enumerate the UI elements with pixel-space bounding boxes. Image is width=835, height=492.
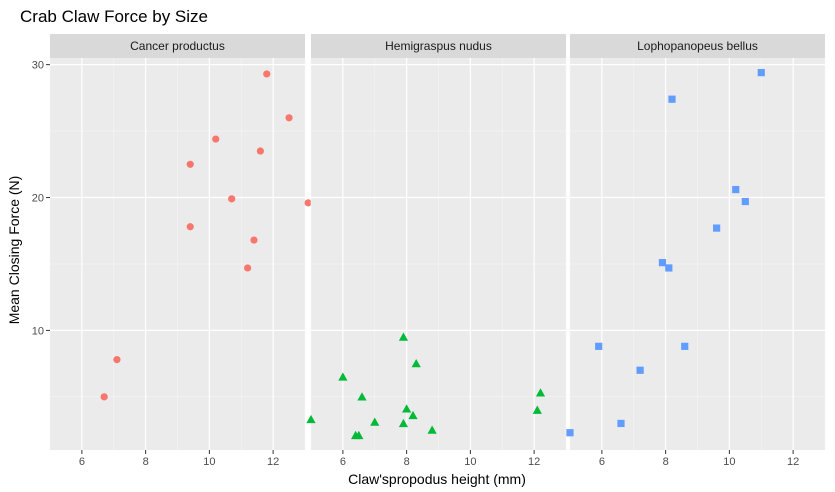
data-point — [250, 236, 258, 244]
x-tick-label: 6 — [340, 456, 346, 468]
x-tick-label: 6 — [79, 456, 85, 468]
y-tick-label: 20 — [32, 193, 44, 205]
data-point — [398, 418, 409, 428]
data-point — [668, 95, 676, 103]
facet-strip — [570, 34, 825, 58]
x-tick-label: 8 — [143, 456, 149, 468]
data-point — [113, 356, 121, 364]
y-axis-title: Mean Closing Force (N) — [6, 176, 22, 325]
facet-strip-label: Cancer productus — [130, 39, 225, 53]
panel-cancer-productus: Cancer productus 6 8 10 12 — [49, 34, 312, 468]
x-tick-label: 12 — [787, 456, 799, 468]
data-point — [357, 392, 367, 401]
facet-strip — [311, 34, 566, 58]
data-point — [535, 388, 546, 397]
facet-strip — [50, 34, 305, 58]
x-tick-label: 8 — [663, 456, 669, 468]
data-point — [408, 410, 418, 420]
data-point — [256, 147, 264, 155]
data-point — [658, 259, 667, 267]
data-point — [398, 332, 409, 341]
data-point — [228, 195, 236, 203]
x-tick-label: 10 — [723, 456, 735, 468]
data-point — [595, 342, 603, 350]
data-point — [306, 414, 316, 424]
y-axis: 10 20 30 — [32, 60, 50, 337]
x-tick-label: 8 — [404, 456, 410, 468]
data-point — [566, 429, 574, 437]
x-tick-label: 12 — [528, 456, 540, 468]
data-point — [402, 404, 412, 413]
y-tick-label: 30 — [32, 60, 44, 72]
chart-title: Crab Claw Force by Size — [20, 7, 208, 26]
data-point — [617, 419, 625, 428]
data-point — [244, 264, 252, 272]
facet-strip-label: Hemigraspus nudus — [385, 39, 492, 53]
data-point — [186, 223, 194, 231]
x-tick-label: 12 — [267, 456, 279, 468]
data-point — [757, 69, 765, 77]
data-point — [665, 264, 673, 272]
x-tick-label: 10 — [464, 456, 476, 468]
data-point — [427, 425, 437, 434]
y-tick-label: 10 — [32, 325, 44, 337]
data-point — [354, 430, 364, 440]
data-point — [285, 114, 293, 122]
data-point — [263, 70, 271, 78]
x-axis-title: Claw'spropodus height (mm) — [348, 471, 526, 487]
panel-lophopanopeus-bellus: Lophopanopeus bellus 6 8 10 12 — [566, 34, 826, 468]
panel-hemigraspus-nudus: Hemigraspus nudus 6 8 10 12 — [306, 34, 567, 468]
data-point — [741, 197, 749, 206]
x-tick-label: 10 — [203, 456, 215, 468]
data-point — [212, 135, 220, 143]
data-point — [338, 372, 348, 381]
panels-layer: Cancer productus 6 8 10 12 Hemigraspus nudus 6… — [49, 34, 826, 468]
data-point — [370, 417, 380, 426]
data-point — [411, 359, 421, 368]
data-point — [532, 405, 542, 414]
data-point — [304, 199, 312, 207]
x-tick-label: 6 — [599, 456, 605, 468]
facet-strip-label: Lophopanopeus bellus — [637, 39, 758, 53]
data-point — [732, 185, 740, 194]
data-point — [713, 224, 721, 232]
data-point — [636, 366, 644, 374]
data-point — [681, 342, 689, 350]
data-point — [186, 160, 194, 168]
data-point — [100, 393, 108, 401]
